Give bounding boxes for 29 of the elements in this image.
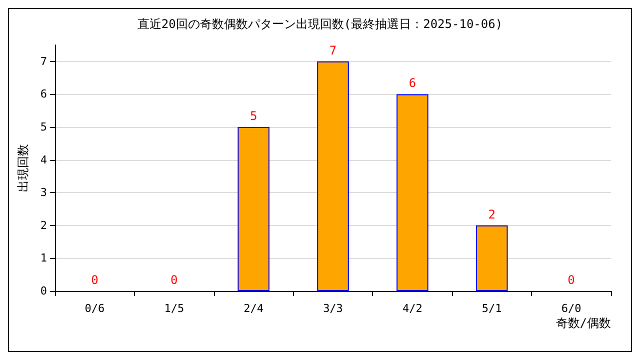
x-tick-label: 1/5 xyxy=(164,302,184,315)
y-tick-label: 1 xyxy=(40,252,47,265)
x-axis-title: 奇数/偶数 xyxy=(556,316,611,330)
y-axis-title: 出現回数 xyxy=(16,144,30,192)
y-tick-label: 3 xyxy=(40,186,47,200)
x-tick-label: 2/4 xyxy=(244,302,264,315)
data-label: 0 xyxy=(91,273,98,287)
x-tick-label: 3/3 xyxy=(323,302,343,315)
y-tick-label: 5 xyxy=(40,120,47,134)
bar xyxy=(476,225,508,291)
y-tick-label: 7 xyxy=(40,54,47,68)
bar xyxy=(238,127,270,291)
data-label: 0 xyxy=(568,273,575,287)
chart-title: 直近20回の奇数偶数パターン出現回数(最終抽選日：2025-10-06) xyxy=(137,17,503,31)
x-tick-label: 5/1 xyxy=(482,302,502,315)
y-tick-label: 6 xyxy=(40,88,47,101)
data-label: 2 xyxy=(488,207,496,222)
x-tick-label: 6/0 xyxy=(561,302,582,315)
data-label: 5 xyxy=(250,109,258,123)
bar xyxy=(317,61,349,291)
data-label: 7 xyxy=(329,43,337,58)
data-label: 0 xyxy=(170,273,178,287)
y-tick-label: 0 xyxy=(40,284,47,298)
y-tick-label: 2 xyxy=(40,218,47,232)
y-tick-label: 4 xyxy=(40,153,48,166)
bar xyxy=(396,94,428,291)
x-tick-label: 0/6 xyxy=(84,302,105,315)
x-tick-label: 4/2 xyxy=(402,302,422,315)
data-label: 6 xyxy=(408,76,416,90)
